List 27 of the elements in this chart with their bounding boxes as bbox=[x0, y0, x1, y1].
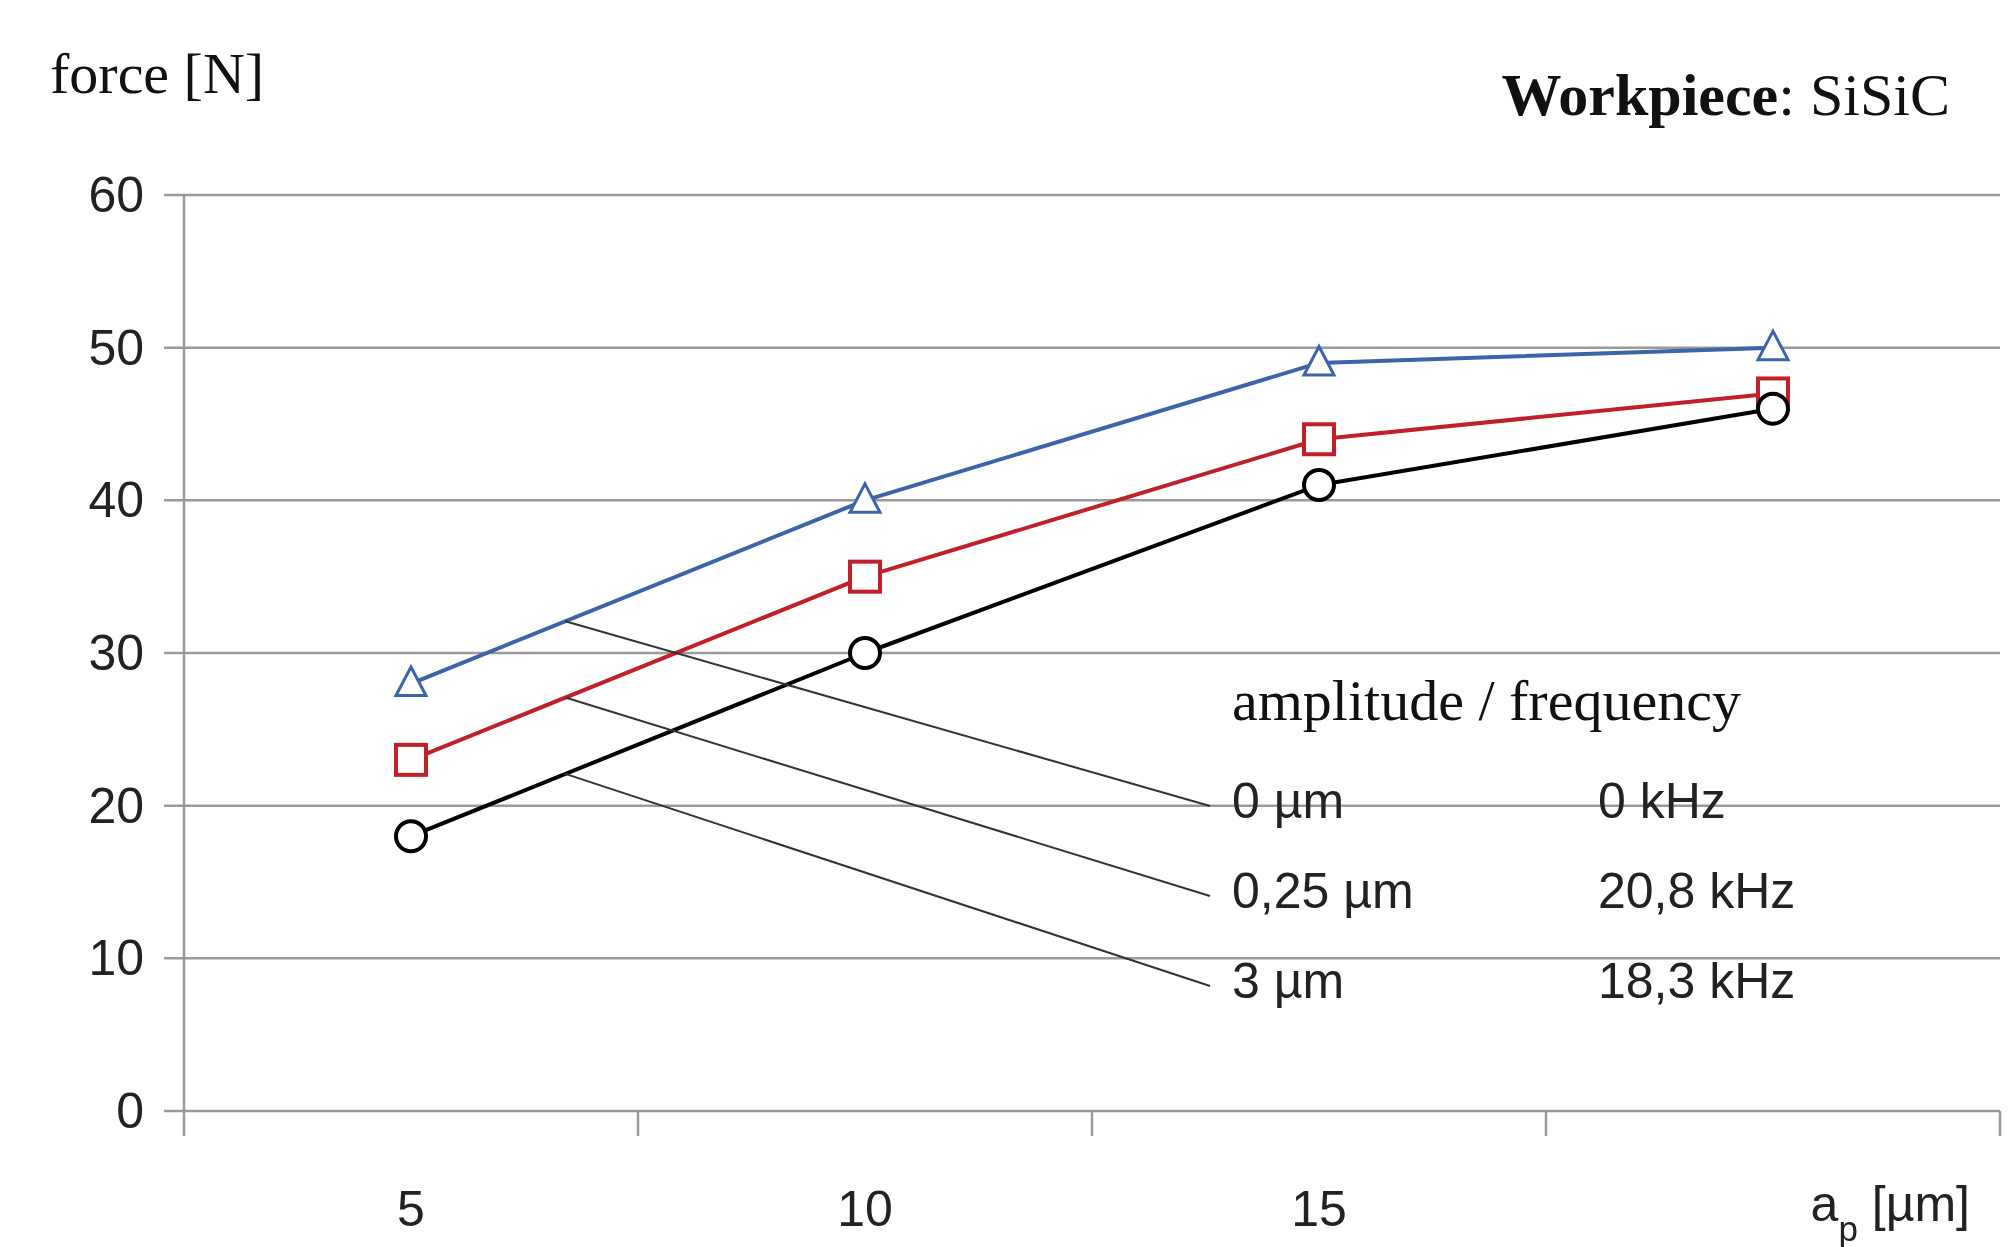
y-tick-label: 20 bbox=[88, 777, 144, 834]
legend-title: amplitude / frequency bbox=[1232, 668, 1741, 733]
text: 0 µm 0 kHz bbox=[1232, 773, 1726, 829]
text: 3 µm 18,3 kHz bbox=[1232, 953, 1796, 1009]
x-tick-label: 15 bbox=[1291, 1181, 1347, 1237]
y-axis-title: force [N] bbox=[50, 41, 265, 106]
point bbox=[1302, 422, 1336, 457]
point bbox=[394, 819, 428, 854]
point bbox=[1756, 329, 1790, 362]
point bbox=[848, 559, 882, 594]
point bbox=[394, 665, 428, 698]
text: 0,25 µm 20,8 kHz bbox=[1232, 863, 1796, 919]
y-tick-label: 10 bbox=[88, 930, 144, 987]
point bbox=[394, 742, 428, 777]
point bbox=[1756, 391, 1790, 426]
y-tick-label: 0 bbox=[116, 1083, 144, 1139]
point bbox=[848, 482, 882, 514]
y-tick-label: 40 bbox=[88, 472, 144, 529]
chart-title: Workpiece: SiSiC bbox=[1501, 62, 1950, 128]
y-tick-label: 30 bbox=[88, 625, 144, 681]
point bbox=[1302, 344, 1336, 377]
y-tick-label: 60 bbox=[88, 167, 144, 223]
x-tick-label: 5 bbox=[397, 1181, 425, 1237]
point bbox=[1302, 468, 1336, 503]
point bbox=[848, 636, 882, 670]
y-tick-label: 50 bbox=[88, 319, 144, 376]
x-tick-label: 10 bbox=[837, 1181, 893, 1237]
